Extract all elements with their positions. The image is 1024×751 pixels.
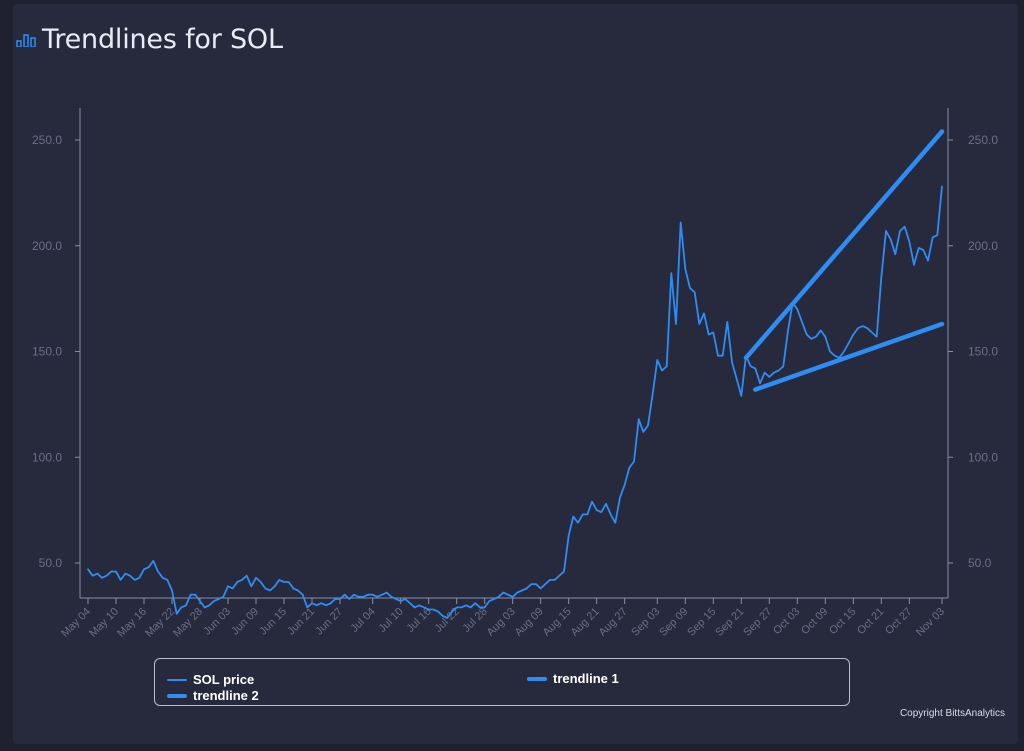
x-tick-label: Jul 10 [377,606,406,635]
legend-swatch-trendline-1 [527,676,547,681]
x-tick-label: Oct 09 [799,606,830,637]
chart-title: Trendlines for SOL [42,24,283,55]
legend-item-sol-price[interactable]: SOL price [167,672,254,687]
y-tick-label-right: 100.0 [968,450,998,464]
legend-swatch-trendline-2 [167,693,187,698]
copyright: Copyright BittsAnalytics [899,708,1005,719]
x-tick-label: Jun 09 [229,606,261,638]
legend-label-trendline-1: trendline 1 [553,671,619,686]
series-line-trendline-1 [743,129,945,361]
series-line-trendline-2 [753,321,945,392]
x-tick-label: Jun 27 [313,606,345,638]
x-tick-label: Aug 03 [485,606,518,639]
y-tick-label-right: 250.0 [968,133,998,147]
y-tick-label-right: 50.0 [968,556,992,570]
y-tick-label-left: 250.0 [32,133,62,147]
y-tick-label-left: 50.0 [39,556,63,570]
x-tick-label: May 22 [143,606,177,640]
x-tick-label: Oct 03 [771,606,802,637]
y-tick-label-left: 100.0 [32,450,62,464]
y-tick-label-right: 200.0 [968,239,998,253]
x-tick-label: Jun 15 [257,606,289,638]
x-tick-label: Jul 04 [349,606,378,635]
x-tick-label: Nov 03 [914,606,947,639]
x-tick-label: May 10 [87,606,121,640]
x-tick-label: Aug 27 [597,606,630,639]
bar-chart-icon [16,33,36,47]
x-tick-label: Jun 03 [201,606,233,638]
legend-swatch-sol-price [167,678,187,681]
x-tick-label: Aug 15 [541,606,574,639]
x-tick-label: Sep 09 [657,606,690,639]
x-tick-label: May 16 [115,606,149,640]
x-tick-label: Aug 09 [513,606,546,639]
chart-panel [13,4,1018,744]
legend-item-trendline-1[interactable]: trendline 1 [527,671,619,686]
legend-label-trendline-2: trendline 2 [193,688,259,703]
series-line-sol-price [87,185,943,619]
y-tick-label-left: 200.0 [32,239,62,253]
x-tick-label: Jul 22 [433,606,462,635]
x-tick-label: Aug 21 [569,606,602,639]
title-row: Trendlines for SOL [16,24,283,55]
x-tick-label: Jun 21 [285,606,317,638]
legend: SOL price trendline 1 trendline 2 [154,658,850,706]
x-tick-label: May 04 [59,606,93,640]
x-tick-label: Sep 27 [741,606,774,639]
x-tick-label: Sep 21 [713,606,746,639]
x-tick-label: Oct 27 [883,606,914,637]
y-tick-label-left: 150.0 [32,345,62,359]
x-tick-label: Sep 15 [685,606,718,639]
x-tick-label: Sep 03 [629,606,662,639]
x-tick-label: Oct 21 [855,606,886,637]
legend-item-trendline-2[interactable]: trendline 2 [167,688,259,703]
x-tick-label: Oct 15 [827,606,858,637]
y-tick-label-right: 150.0 [968,345,998,359]
legend-label-sol-price: SOL price [193,672,255,687]
